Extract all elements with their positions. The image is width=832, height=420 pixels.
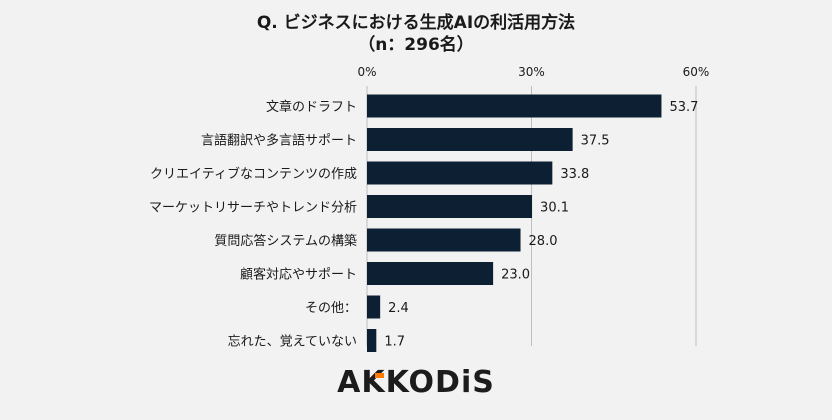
chart-subtitle: （n：296名）: [358, 34, 474, 55]
category-label: その他：: [305, 301, 357, 316]
logo-accent-mark: [375, 373, 384, 378]
category-label: 質問応答システムの構築: [214, 233, 357, 249]
chart-title: Q. ビジネスにおける生成AIの利活用方法: [257, 12, 575, 33]
x-tick-label: 30%: [518, 65, 545, 79]
data-label: 30.1: [540, 201, 569, 216]
data-label: 33.8: [560, 167, 589, 182]
category-label: マーケットリサーチやトレンド分析: [149, 201, 357, 216]
logo-text: AKKODiS: [337, 365, 495, 400]
bar: [367, 262, 494, 285]
category-label: 忘れた、覚えていない: [228, 335, 357, 350]
data-label: 23.0: [501, 268, 530, 283]
bar: [367, 195, 533, 218]
x-tick-label: 60%: [683, 65, 710, 79]
data-label: 53.7: [669, 100, 698, 115]
akkodis-logo: AKKODiS: [337, 365, 495, 400]
bar: [367, 295, 381, 319]
data-label: 28.0: [529, 234, 558, 249]
bar: [367, 128, 573, 151]
data-label: 37.5: [581, 134, 610, 149]
label-layer: 文章のドラフト 53.7 言語翻訳や多言語サポート 37.5 クリエイティブなコンテンツ…: [149, 99, 698, 350]
category-label: 文章のドラフト: [266, 99, 357, 115]
data-label: 1.7: [384, 335, 405, 350]
bar: [367, 228, 521, 252]
tick-layer: 0% 30% 60%: [357, 65, 709, 79]
bar-layer: [367, 94, 662, 352]
data-label: 2.4: [388, 301, 409, 316]
x-tick-label: 0%: [357, 65, 376, 79]
bar: [367, 329, 377, 352]
category-label: クリエイティブなコンテンツの作成: [150, 166, 357, 182]
category-label: 顧客対応やサポート: [240, 267, 357, 283]
bar: [367, 161, 553, 185]
bar: [367, 94, 662, 118]
category-label: 言語翻訳や多言語サポート: [201, 133, 357, 149]
